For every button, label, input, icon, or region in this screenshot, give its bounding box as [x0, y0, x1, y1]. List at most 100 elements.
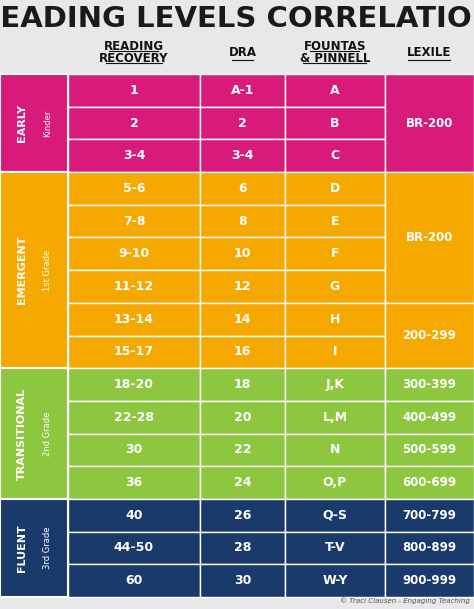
- Text: 3-4: 3-4: [231, 149, 254, 162]
- Text: 10: 10: [234, 247, 251, 260]
- Bar: [285, 107, 385, 139]
- Text: 14: 14: [234, 312, 251, 326]
- Text: 3-4: 3-4: [123, 149, 145, 162]
- Bar: [285, 499, 385, 532]
- Text: 12: 12: [234, 280, 251, 293]
- Text: Q-S: Q-S: [322, 509, 347, 522]
- Text: 400-499: 400-499: [402, 410, 456, 424]
- Text: 40: 40: [125, 509, 143, 522]
- Text: 9-10: 9-10: [118, 247, 150, 260]
- Text: N: N: [330, 443, 340, 456]
- Text: 600-699: 600-699: [402, 476, 456, 489]
- Bar: [68, 172, 200, 205]
- Text: 900-999: 900-999: [402, 574, 456, 587]
- Bar: [68, 499, 200, 532]
- Bar: [385, 434, 474, 466]
- Bar: [68, 205, 200, 238]
- Bar: [385, 401, 474, 434]
- Text: G: G: [330, 280, 340, 293]
- Bar: [385, 499, 474, 532]
- Text: EMERGENT: EMERGENT: [17, 236, 27, 304]
- Bar: [285, 139, 385, 172]
- Bar: [200, 434, 285, 466]
- Text: 300-399: 300-399: [402, 378, 456, 391]
- Text: 20: 20: [234, 410, 251, 424]
- Bar: [0, 172, 68, 368]
- Text: 2: 2: [129, 116, 138, 130]
- Text: 18: 18: [234, 378, 251, 391]
- Bar: [385, 303, 474, 368]
- Text: DRA: DRA: [228, 46, 256, 60]
- Text: 30: 30: [234, 574, 251, 587]
- Text: © Traci Clausen - Engaging Teaching: © Traci Clausen - Engaging Teaching: [340, 597, 470, 604]
- Bar: [285, 466, 385, 499]
- Text: READING LEVELS CORRELATION: READING LEVELS CORRELATION: [0, 5, 474, 33]
- Bar: [385, 172, 474, 303]
- Bar: [285, 303, 385, 336]
- Bar: [68, 107, 200, 139]
- Text: 22-28: 22-28: [114, 410, 154, 424]
- Bar: [200, 172, 285, 205]
- Bar: [285, 434, 385, 466]
- Bar: [68, 139, 200, 172]
- Text: B: B: [330, 116, 340, 130]
- Bar: [0, 74, 68, 172]
- Bar: [68, 532, 200, 565]
- Text: 3rd Grade: 3rd Grade: [44, 527, 53, 569]
- Bar: [285, 336, 385, 368]
- Text: 30: 30: [125, 443, 143, 456]
- Text: 36: 36: [126, 476, 143, 489]
- Text: J,K: J,K: [326, 378, 345, 391]
- Bar: [285, 401, 385, 434]
- Bar: [200, 139, 285, 172]
- Text: Kinder: Kinder: [44, 110, 53, 136]
- Text: READING: READING: [104, 40, 164, 52]
- Text: 200-299: 200-299: [402, 329, 456, 342]
- Text: FOUNTAS: FOUNTAS: [304, 40, 366, 52]
- Text: 1st Grade: 1st Grade: [44, 250, 53, 290]
- Bar: [200, 74, 285, 107]
- Bar: [200, 205, 285, 238]
- Text: 1: 1: [129, 84, 138, 97]
- Bar: [68, 434, 200, 466]
- Text: 44-50: 44-50: [114, 541, 154, 554]
- Bar: [200, 499, 285, 532]
- Text: 800-899: 800-899: [402, 541, 456, 554]
- Text: 500-599: 500-599: [402, 443, 456, 456]
- Text: E: E: [331, 214, 339, 228]
- Text: BR-200: BR-200: [406, 116, 453, 130]
- Bar: [68, 74, 200, 107]
- Text: 22: 22: [234, 443, 251, 456]
- Bar: [200, 107, 285, 139]
- Text: 700-799: 700-799: [402, 509, 456, 522]
- Text: H: H: [330, 312, 340, 326]
- Bar: [0, 368, 68, 499]
- Text: 2nd Grade: 2nd Grade: [44, 411, 53, 456]
- Bar: [68, 368, 200, 401]
- Bar: [200, 238, 285, 270]
- Text: W-Y: W-Y: [322, 574, 348, 587]
- Bar: [68, 466, 200, 499]
- Text: 18-20: 18-20: [114, 378, 154, 391]
- Bar: [200, 368, 285, 401]
- Bar: [0, 499, 68, 597]
- Text: FLUENT: FLUENT: [17, 524, 27, 572]
- Text: RECOVERY: RECOVERY: [99, 52, 169, 65]
- Text: 16: 16: [234, 345, 251, 358]
- Text: EARLY: EARLY: [17, 104, 27, 142]
- Text: 26: 26: [234, 509, 251, 522]
- Bar: [68, 565, 200, 597]
- Text: 7-8: 7-8: [123, 214, 145, 228]
- Text: F: F: [331, 247, 339, 260]
- Text: 6: 6: [238, 182, 247, 195]
- Bar: [200, 532, 285, 565]
- Bar: [385, 466, 474, 499]
- Bar: [200, 270, 285, 303]
- Bar: [385, 532, 474, 565]
- Text: L,M: L,M: [322, 410, 347, 424]
- Bar: [68, 238, 200, 270]
- Bar: [285, 532, 385, 565]
- Text: C: C: [330, 149, 339, 162]
- Bar: [68, 303, 200, 336]
- Bar: [285, 238, 385, 270]
